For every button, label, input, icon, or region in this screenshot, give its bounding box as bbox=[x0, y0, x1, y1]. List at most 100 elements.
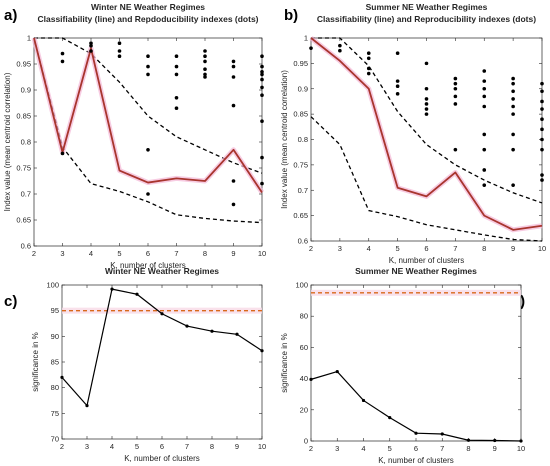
reproducibility-dot bbox=[203, 49, 207, 53]
significance-point bbox=[414, 431, 418, 435]
classifiability-line bbox=[310, 37, 543, 231]
significance-point bbox=[185, 324, 189, 328]
reproducibility-dot bbox=[231, 59, 236, 64]
x-axis-label: K, number of clusters bbox=[389, 256, 465, 265]
x-axis-label: K, number of clusters bbox=[110, 261, 186, 270]
reproducibility-dot bbox=[540, 127, 544, 132]
x-tick-label: 5 bbox=[117, 249, 121, 258]
reproducibility-dot bbox=[203, 54, 207, 58]
y-tick-label: 0.95 bbox=[16, 60, 31, 69]
reproducibility-dot bbox=[424, 107, 429, 111]
significance-point bbox=[110, 287, 114, 291]
reproducibility-dot bbox=[540, 137, 544, 142]
reproducibility-dot bbox=[117, 41, 122, 45]
panel-letter: c) bbox=[4, 293, 17, 310]
reproducibility-dot bbox=[231, 64, 236, 69]
reproducibility-dot bbox=[482, 79, 487, 83]
reproducibility-dot bbox=[117, 54, 122, 58]
reproducibility-dot bbox=[424, 97, 429, 101]
x-tick-label: 6 bbox=[414, 444, 418, 453]
reproducibility-dot bbox=[511, 97, 515, 101]
reproducibility-dot bbox=[60, 151, 65, 156]
y-tick-label: 80 bbox=[51, 383, 59, 392]
chart-panel-3: c) Winter NE Weather Regimes 2 3 4 5 6 7 8 9 10 70 7… bbox=[4, 266, 266, 463]
reproducibility-dot bbox=[89, 44, 93, 48]
y-tick-label: 1 bbox=[27, 34, 31, 43]
x-tick-label: 6 bbox=[424, 244, 428, 253]
x-tick-label: 8 bbox=[210, 442, 214, 451]
reproducibility-dot bbox=[482, 183, 487, 187]
x-tick-label: 7 bbox=[174, 249, 178, 258]
plot-area bbox=[310, 284, 522, 442]
significance-point bbox=[466, 438, 471, 442]
reproducibility-dot bbox=[453, 102, 458, 106]
x-tick-label: 4 bbox=[367, 244, 371, 253]
reproducibility-dot bbox=[338, 43, 342, 48]
reproducibility-dot bbox=[366, 56, 371, 61]
reproducibility-dot bbox=[511, 76, 515, 81]
reproducibility-dot bbox=[174, 106, 179, 110]
significance-point bbox=[160, 312, 164, 316]
reproducibility-dot bbox=[511, 112, 515, 116]
x-tick-label: 5 bbox=[135, 442, 139, 451]
reproducibility-dot bbox=[231, 179, 236, 183]
x-tick-label: 7 bbox=[185, 442, 189, 451]
reproducibility-dot bbox=[338, 48, 342, 53]
x-tick-label: 7 bbox=[440, 444, 444, 453]
y-tick-label: 0.8 bbox=[21, 138, 31, 147]
y-tick-label: 0.65 bbox=[16, 216, 31, 225]
significance-point bbox=[309, 377, 313, 381]
reproducibility-dot bbox=[395, 51, 400, 56]
reproducibility-dot bbox=[424, 86, 429, 91]
y-tick-label: 0.9 bbox=[298, 84, 308, 93]
plot-area bbox=[33, 37, 263, 247]
x-tick-label: 8 bbox=[482, 244, 486, 253]
lower-bound-line bbox=[310, 116, 543, 242]
chart-title: Winter NE Weather Regimes bbox=[91, 2, 205, 12]
reproducibility-dot bbox=[424, 112, 429, 116]
x-tick-label: 10 bbox=[538, 244, 546, 253]
x-tick-label: 2 bbox=[309, 444, 313, 453]
y-axis-label: significance in % bbox=[280, 333, 289, 393]
reproducibility-dot bbox=[260, 155, 264, 160]
chart-subtitle: Classifiability (line) and Reproducibili… bbox=[317, 14, 536, 24]
reproducibility-dot bbox=[146, 64, 150, 69]
x-tick-label: 2 bbox=[60, 442, 64, 451]
reproducibility-dot bbox=[540, 117, 544, 121]
reproducibility-dot bbox=[395, 84, 400, 89]
y-tick-label: 0.75 bbox=[16, 164, 31, 173]
y-tick-label: 85 bbox=[51, 358, 59, 367]
reproducibility-dot bbox=[511, 104, 515, 109]
reproducibility-dot bbox=[482, 86, 487, 91]
reproducibility-dot bbox=[511, 81, 515, 86]
reproducibility-dot bbox=[453, 81, 458, 86]
reproducibility-dot bbox=[511, 89, 515, 94]
y-tick-label: 100 bbox=[46, 281, 59, 290]
reproducibility-dot bbox=[482, 132, 487, 137]
reproducibility-dot bbox=[89, 41, 93, 45]
x-tick-label: 9 bbox=[235, 442, 239, 451]
x-tick-label: 10 bbox=[258, 249, 266, 258]
x-tick-label: 3 bbox=[338, 244, 342, 253]
x-tick-label: 6 bbox=[160, 442, 164, 451]
reproducibility-dot bbox=[260, 64, 264, 69]
reproducibility-dot bbox=[260, 72, 264, 77]
lower-bound-line bbox=[33, 37, 263, 224]
x-tick-label: 4 bbox=[361, 444, 365, 453]
y-tick-label: 80 bbox=[300, 312, 308, 321]
y-tick-label: 0.7 bbox=[21, 190, 31, 199]
y-tick-label: 95 bbox=[51, 306, 59, 315]
reproducibility-dot bbox=[260, 181, 264, 186]
reproducibility-dot bbox=[60, 51, 65, 56]
y-tick-label: 0.9 bbox=[21, 86, 31, 95]
reproducibility-dot bbox=[424, 102, 429, 106]
significance-point bbox=[519, 439, 523, 443]
reproducibility-dot bbox=[511, 132, 515, 137]
y-tick-label: 20 bbox=[300, 405, 308, 414]
reproducibility-dot bbox=[89, 49, 93, 53]
reproducibility-dot bbox=[540, 81, 544, 86]
y-tick-label: 0.85 bbox=[293, 110, 308, 119]
reproducibility-dot bbox=[366, 71, 371, 76]
x-tick-label: 3 bbox=[85, 442, 89, 451]
